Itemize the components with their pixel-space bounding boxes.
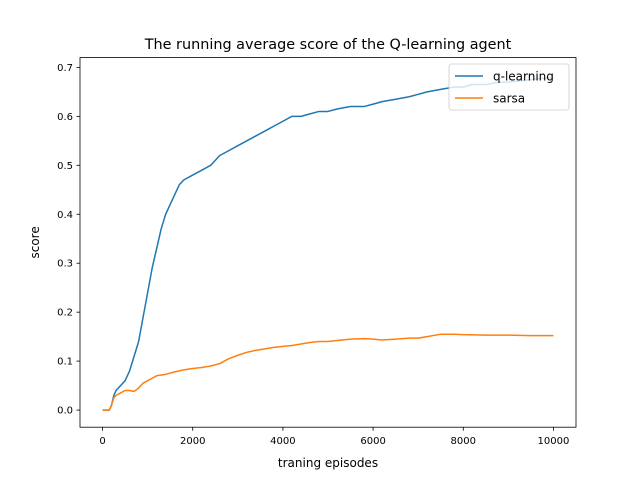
y-tick-label: 0.2 xyxy=(57,308,73,319)
plot-series xyxy=(102,76,554,411)
x-tick-label: 2000 xyxy=(180,436,205,447)
plot-frame xyxy=(79,57,577,428)
y-tick-label: 0.4 xyxy=(57,210,73,221)
y-tick-label: 0.3 xyxy=(57,259,73,270)
x-tick-label: 10000 xyxy=(538,436,570,447)
legend-label: sarsa xyxy=(493,92,525,106)
x-tick-label: 8000 xyxy=(451,436,476,447)
chart-title: The running average score of the Q-learn… xyxy=(144,37,512,53)
x-tick-label: 0 xyxy=(99,436,105,447)
x-axis-ticks: 0 2000 4000 6000 8000 10000 xyxy=(99,427,569,447)
y-axis-label: score xyxy=(28,226,42,258)
x-tick-label: 6000 xyxy=(360,436,385,447)
y-tick-label: 0.1 xyxy=(57,357,73,368)
x-tick-label: 4000 xyxy=(270,436,295,447)
y-tick-label: 0.0 xyxy=(57,406,73,417)
y-tick-label: 0.7 xyxy=(57,63,73,74)
series-line-q-learning xyxy=(102,76,554,411)
legend: q-learning sarsa xyxy=(448,63,570,111)
legend-label: q-learning xyxy=(493,70,554,84)
series-line-sarsa xyxy=(102,333,554,411)
x-axis-label: traning episodes xyxy=(278,456,378,470)
y-tick-label: 0.5 xyxy=(57,161,73,172)
y-axis-ticks: 0.0 0.1 0.2 0.3 0.4 0.5 0.6 0.7 xyxy=(57,63,80,417)
y-tick-label: 0.6 xyxy=(57,112,73,123)
